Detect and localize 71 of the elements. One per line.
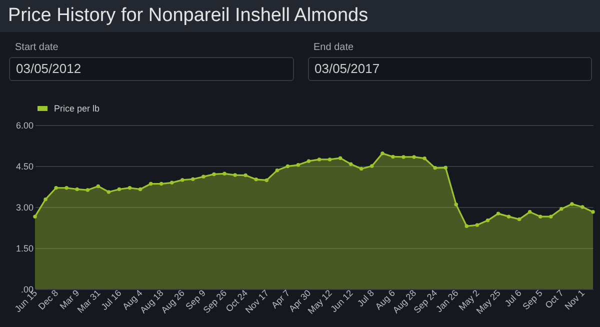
point [286, 164, 290, 168]
y-tick-label: 6.00 [16, 120, 34, 130]
point [338, 156, 342, 160]
point [275, 168, 280, 172]
x-tick-label: Nov 1 [562, 288, 587, 312]
point [264, 178, 268, 182]
point [170, 180, 174, 185]
point [528, 210, 532, 214]
point [402, 155, 406, 159]
point [549, 214, 553, 218]
point [486, 218, 490, 222]
point [328, 158, 332, 162]
x-tick-label: Dec 8 [36, 288, 60, 312]
point [202, 174, 206, 179]
point [96, 184, 100, 188]
point [433, 166, 437, 170]
point [64, 186, 68, 190]
point [506, 214, 511, 218]
date-field: 03/05/2017 [308, 57, 592, 81]
x-tick-label: Oct 7 [543, 288, 566, 310]
point [86, 188, 90, 192]
point [454, 202, 458, 206]
point [33, 214, 37, 218]
point [591, 210, 595, 214]
point [538, 214, 542, 218]
point [422, 156, 426, 160]
point [191, 177, 195, 181]
point [222, 172, 226, 176]
point [348, 162, 353, 166]
point [475, 223, 480, 227]
point [159, 182, 164, 186]
point [233, 173, 237, 177]
point [254, 178, 258, 182]
point [138, 187, 142, 192]
point [370, 164, 374, 168]
point [317, 158, 322, 162]
point [517, 217, 522, 222]
text: Start date [15, 42, 60, 53]
point [380, 152, 384, 156]
point [106, 190, 111, 194]
point [148, 182, 153, 186]
x-tick-label: Jul 8 [355, 288, 376, 308]
point [391, 154, 395, 159]
point [128, 186, 132, 190]
point [580, 205, 584, 209]
point [570, 202, 574, 206]
point [212, 172, 216, 176]
point [244, 173, 248, 178]
point [75, 187, 79, 192]
y-tick-label: 4.50 [16, 162, 34, 172]
y-tick-label: 3.00 [16, 202, 34, 212]
x-tick-label: Jul 16 [99, 288, 124, 312]
chart-title: Price History for Nonpareil Inshell Almonds [0, 0, 600, 32]
point [464, 224, 469, 228]
point [496, 212, 500, 216]
point [306, 159, 311, 163]
point [412, 155, 416, 159]
point [360, 166, 364, 171]
point [44, 197, 48, 202]
point [54, 186, 58, 190]
legend-label: Price per lb [54, 104, 100, 114]
point [560, 207, 564, 211]
y-tick-label: 1.50 [16, 244, 34, 254]
point [444, 166, 448, 170]
text: End date [314, 42, 355, 53]
x-tick-label: Jul 6 [502, 288, 524, 308]
point [117, 187, 122, 192]
date-field: 03/05/2012 [9, 57, 294, 81]
point [180, 178, 184, 182]
point [296, 163, 300, 167]
x-tick-label: Sep 5 [520, 288, 544, 312]
